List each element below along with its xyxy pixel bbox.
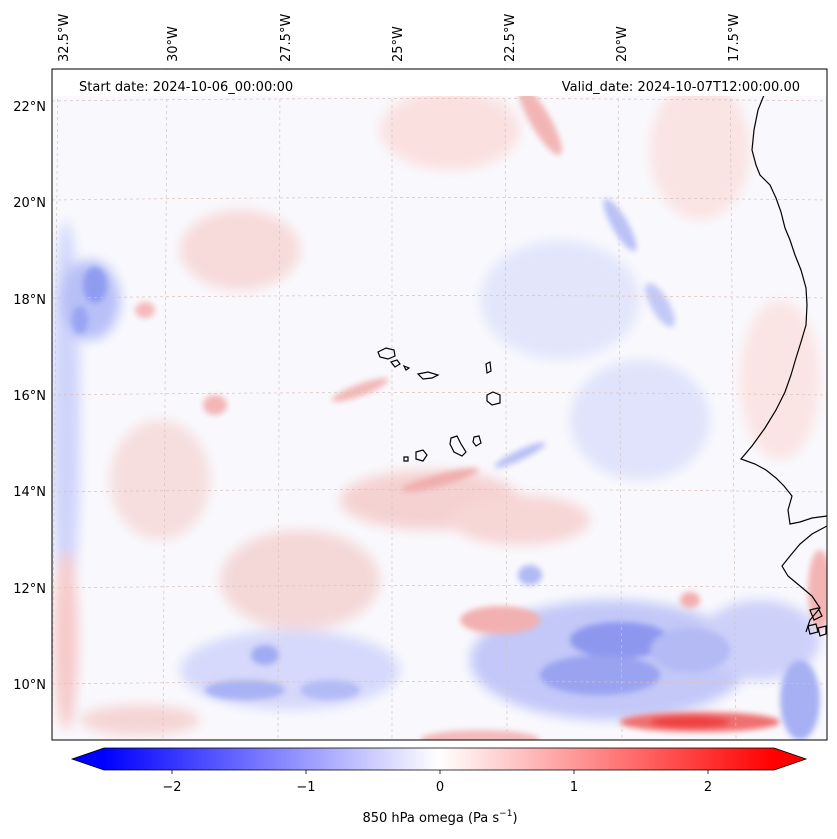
lon-label: 20°W — [615, 26, 630, 62]
cape-verde-maio — [472, 435, 482, 447]
cape-verde-brava — [403, 456, 409, 462]
lat-label: 16°N — [13, 389, 46, 404]
lat-label: 22°N — [13, 100, 46, 115]
cape-verde-sal — [485, 361, 492, 374]
colorbar-tick-label: 2 — [704, 780, 712, 795]
coastline — [377, 84, 827, 637]
colorbar-tick-label: 1 — [570, 780, 578, 795]
lat-label: 14°N — [13, 485, 46, 500]
start-date-label: Start date: 2024-10-06_00:00:00 — [79, 80, 293, 95]
lat-label: 10°N — [13, 678, 46, 693]
cape-verde-fogo — [415, 449, 428, 462]
latitude-labels: 22°N 20°N 18°N 16°N 14°N 12°N 10°N — [13, 100, 46, 693]
colorbar-tick-label: 0 — [436, 780, 444, 795]
colorbar-tick-label: −1 — [296, 780, 315, 795]
lon-label: 27.5°W — [279, 14, 294, 62]
lon-label: 32.5°W — [57, 14, 72, 62]
valid-date-label: Valid_date: 2024-10-07T12:00:00.00 — [562, 80, 800, 95]
cape-verde-sao-nicolau — [416, 371, 440, 380]
omega-field — [52, 80, 827, 740]
cape-verde-sao-vicente — [389, 359, 401, 368]
lon-label: 30°W — [166, 26, 181, 62]
lat-label: 12°N — [13, 582, 46, 597]
african-coastline — [739, 84, 827, 525]
colorbar-tick-label: −2 — [162, 780, 181, 795]
map-frame — [51, 68, 828, 741]
colorbar: −2 −1 0 1 2 850 hPa omega (Pa s−1) — [70, 747, 808, 826]
cape-verde-santo-antao — [377, 347, 396, 360]
date-header-band — [53, 70, 826, 96]
lon-label: 25°W — [391, 26, 406, 62]
map-panel: Start date: 2024-10-06_00:00:00 Valid_da… — [51, 68, 828, 741]
lon-label: 22.5°W — [503, 14, 518, 62]
lat-label: 20°N — [13, 196, 46, 211]
colorbar-extend-min — [72, 748, 104, 770]
lon-label: 17.5°W — [727, 14, 742, 62]
omega-field-detail — [72, 85, 827, 740]
cape-verde-boa-vista — [486, 391, 501, 406]
bijagos-islands — [807, 607, 827, 637]
colorbar-label-main: 850 hPa omega (Pa s — [362, 811, 499, 826]
graticule — [52, 69, 827, 740]
longitude-labels: 32.5°W 30°W 27.5°W 25°W 22.5°W 20°W 17.5… — [57, 14, 742, 62]
colorbar-extend-max — [774, 748, 806, 770]
lat-label: 18°N — [13, 293, 46, 308]
colorbar-tick-labels: −2 −1 0 1 2 — [162, 780, 712, 795]
coast-west-africa-south — [781, 525, 827, 633]
cape-verde-santiago — [449, 435, 467, 457]
colorbar-label-superscript: −1 — [499, 809, 512, 819]
colorbar-label-close: ) — [512, 811, 517, 826]
colorbar-ticks — [171, 770, 709, 774]
colorbar-outline — [70, 747, 808, 771]
cape-verde-santa-luzia — [402, 364, 411, 371]
colorbar-label: 850 hPa omega (Pa s−1) — [362, 809, 517, 826]
colorbar-gradient — [104, 748, 774, 770]
